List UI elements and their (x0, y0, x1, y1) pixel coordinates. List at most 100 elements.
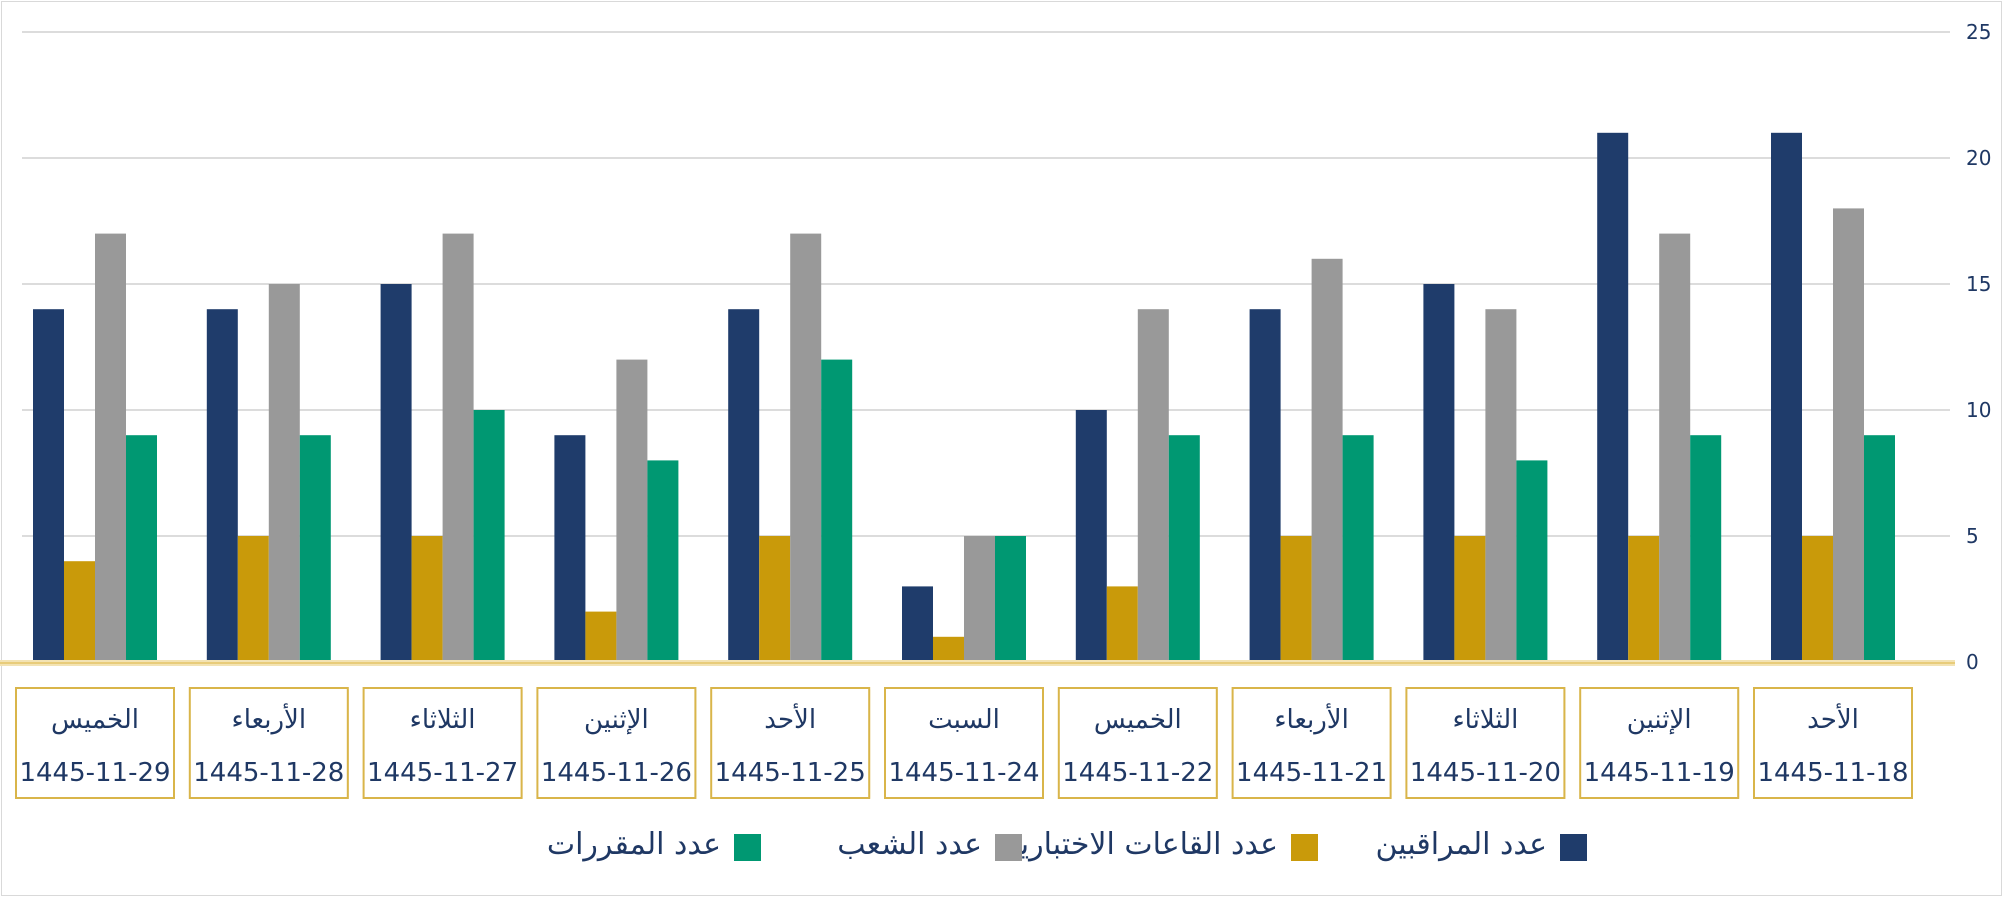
bar (1597, 132, 1629, 663)
category-label-box: الأربعاء 1445-11-28 (188, 687, 349, 799)
legend-label: عدد الشعب (837, 827, 982, 862)
bar (554, 435, 586, 662)
category-day: الأربعاء (1274, 702, 1349, 735)
bar (1423, 284, 1455, 662)
category-box (1231, 687, 1392, 799)
bar (1249, 309, 1281, 662)
y-tick-label: 25 (1966, 20, 1991, 44)
category-box (884, 687, 1044, 799)
bar (1864, 435, 1895, 662)
legend-item: عدد المقررات (547, 827, 761, 862)
category-day: الثلاثاء (1452, 705, 1518, 735)
y-tick-label: 10 (1966, 398, 1991, 422)
legend-swatch (734, 834, 761, 861)
category-box (1753, 687, 1913, 799)
category-labels: الأحد 1445-11-18 الإثنين 1445-11-19 الثلاثاء… (15, 687, 1913, 799)
bar (1516, 460, 1548, 662)
bar (268, 284, 300, 662)
category-box (1405, 687, 1566, 799)
legend-swatch (995, 834, 1022, 861)
category-label-box: الخميس 1445-11-29 (15, 687, 175, 799)
bar (1659, 233, 1691, 662)
legend-item: عدد القاعات الاختبارية (1005, 827, 1318, 862)
category-day: الخميس (51, 705, 139, 735)
legend-item: عدد المراقبين (1375, 827, 1587, 862)
category-label-box: الثلاثاء 1445-11-20 (1405, 687, 1566, 799)
bar (380, 284, 412, 662)
category-date: 1445-11-18 (1757, 758, 1908, 788)
bar (585, 611, 617, 662)
category-date: 1445-11-21 (1236, 758, 1387, 788)
category-day: الإثنين (1627, 705, 1692, 735)
category-date: 1445-11-19 (1584, 758, 1735, 788)
category-day: الأربعاء (232, 702, 307, 735)
legend: عدد المراقبين عدد القاعات الاختبارية عدد ا… (547, 827, 1587, 862)
bar (1137, 309, 1169, 662)
category-date: 1445-11-20 (1410, 758, 1561, 788)
bar (1311, 258, 1343, 662)
bar (1485, 309, 1517, 662)
bar (95, 233, 126, 662)
bar (728, 309, 760, 662)
bar (1075, 410, 1107, 662)
bar (33, 309, 64, 662)
bar (442, 233, 474, 662)
category-label-box: الإثنين 1445-11-19 (1579, 687, 1740, 799)
category-box (1057, 687, 1218, 799)
legend-label: عدد القاعات الاختبارية (1005, 827, 1278, 862)
bar (1342, 435, 1374, 662)
bar (964, 536, 995, 662)
bar (902, 586, 933, 662)
category-label-box: الإثنين 1445-11-26 (536, 687, 697, 799)
legend-swatch (1291, 834, 1318, 861)
bar (1771, 132, 1802, 663)
bar (126, 435, 157, 662)
category-label-box: الثلاثاء 1445-11-27 (362, 687, 523, 799)
bar (237, 536, 269, 662)
category-box (188, 687, 349, 799)
category-box (362, 687, 523, 799)
bar (1628, 536, 1660, 662)
category-date: 1445-11-24 (888, 758, 1039, 788)
y-tick-label: 0 (1966, 650, 1979, 674)
bar (64, 561, 95, 662)
bar (821, 359, 853, 662)
category-day: الأحد (764, 702, 816, 735)
category-day: الإثنين (584, 705, 649, 735)
category-date: 1445-11-22 (1062, 758, 1213, 788)
bar (1168, 435, 1200, 662)
legend-label: عدد المقررات (547, 827, 721, 862)
category-day: السبت (928, 705, 1000, 735)
category-date: 1445-11-27 (367, 758, 518, 788)
category-date: 1445-11-29 (19, 758, 170, 788)
legend-label: عدد المراقبين (1375, 827, 1547, 862)
bar (299, 435, 331, 662)
bar (1454, 536, 1486, 662)
category-date: 1445-11-28 (193, 758, 344, 788)
bar (473, 410, 505, 662)
category-date: 1445-11-26 (541, 758, 692, 788)
bar (206, 309, 238, 662)
y-tick-label: 15 (1966, 272, 1991, 296)
category-box (15, 687, 175, 799)
bar (1280, 536, 1312, 662)
bar (790, 233, 822, 662)
category-date: 1445-11-25 (715, 758, 866, 788)
category-day: الأحد (1807, 702, 1859, 735)
legend-swatch (1560, 834, 1587, 861)
bar (411, 536, 443, 662)
category-day: الثلاثاء (410, 705, 476, 735)
bars (33, 132, 1895, 663)
category-label-box: الخميس 1445-11-22 (1057, 687, 1218, 799)
y-tick-label: 5 (1966, 524, 1979, 548)
category-day: الخميس (1094, 705, 1182, 735)
category-box (536, 687, 697, 799)
category-box (710, 687, 871, 799)
y-axis-ticks: 0 5 10 15 20 25 (1966, 20, 1991, 674)
category-label-box: الأحد 1445-11-25 (710, 687, 871, 799)
bar (1106, 586, 1138, 662)
category-label-box: الأحد 1445-11-18 (1753, 687, 1913, 799)
bar (647, 460, 679, 662)
bar (759, 536, 791, 662)
